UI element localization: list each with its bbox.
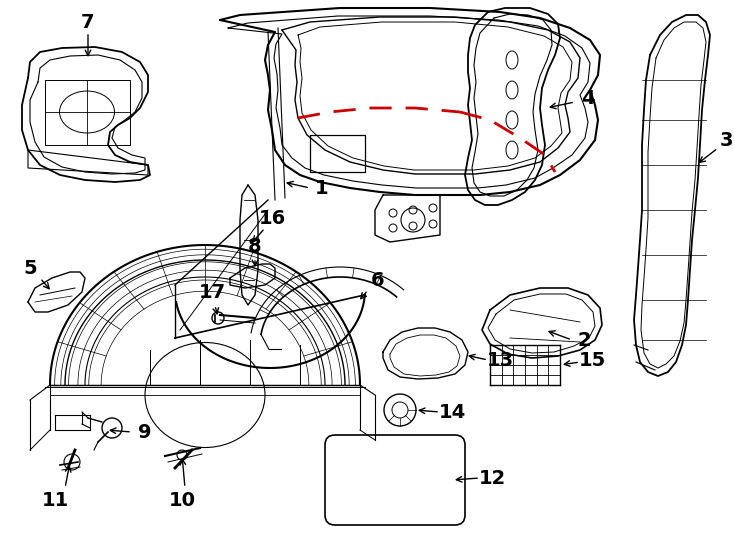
Text: 10: 10 xyxy=(169,490,195,510)
Text: 1: 1 xyxy=(315,179,329,198)
Text: 16: 16 xyxy=(258,208,286,227)
Text: 7: 7 xyxy=(81,12,95,31)
Text: 15: 15 xyxy=(578,350,606,369)
Text: 8: 8 xyxy=(248,238,262,256)
Text: 6: 6 xyxy=(371,271,385,289)
Text: 14: 14 xyxy=(438,402,465,422)
Text: 4: 4 xyxy=(581,89,595,107)
Text: 2: 2 xyxy=(577,330,591,349)
Text: 3: 3 xyxy=(719,131,733,150)
Text: 9: 9 xyxy=(138,422,152,442)
Text: 12: 12 xyxy=(479,469,506,488)
Text: 13: 13 xyxy=(487,350,514,369)
Text: 11: 11 xyxy=(41,490,68,510)
Text: 17: 17 xyxy=(198,282,225,301)
Text: 5: 5 xyxy=(23,259,37,278)
